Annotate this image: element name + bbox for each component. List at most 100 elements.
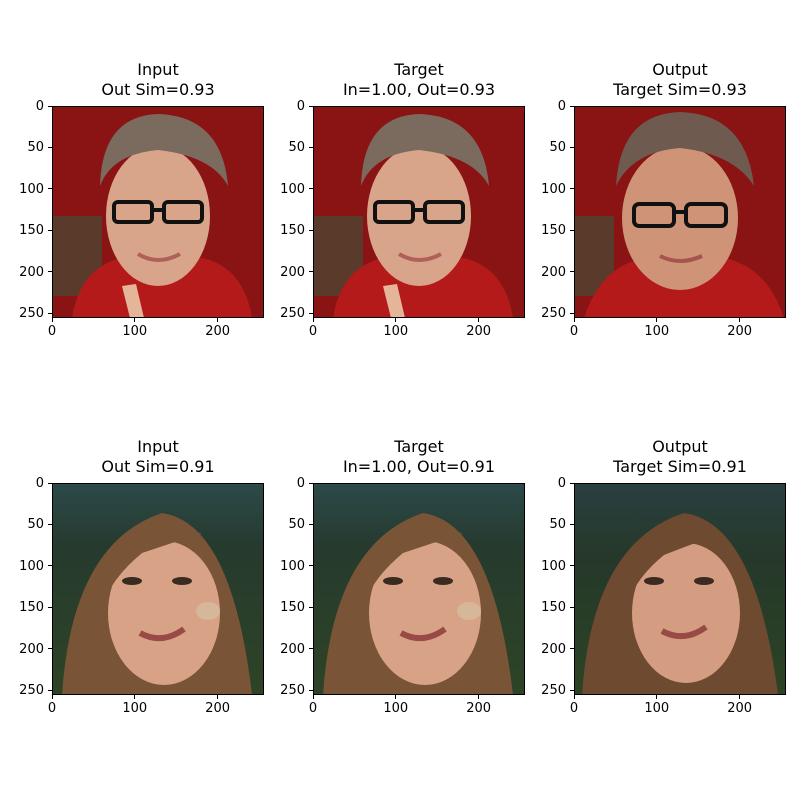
title-line-1: Output xyxy=(652,437,708,456)
x-tick-label: 200 xyxy=(466,701,492,716)
y-tick-label: 0 xyxy=(557,99,566,114)
y-tick-mark xyxy=(309,482,313,484)
x-tick-label: 100 xyxy=(644,324,670,339)
y-tick-mark xyxy=(570,271,574,273)
y-tick-label: 0 xyxy=(557,476,566,491)
y-tick-label: 50 xyxy=(288,517,305,533)
x-tick-label: 200 xyxy=(205,701,231,716)
title-line-1: Output xyxy=(652,60,708,79)
y-tick-label: 250 xyxy=(280,683,305,699)
title-line-1: Input xyxy=(137,437,179,456)
y-tick-mark xyxy=(570,105,574,107)
title-line-2: Out Sim=0.93 xyxy=(101,80,215,99)
title-line-1: Target xyxy=(394,60,444,79)
y-tick-mark xyxy=(570,606,574,608)
y-tick-label: 50 xyxy=(27,140,44,156)
face-image xyxy=(313,106,525,318)
y-tick-mark xyxy=(48,312,52,314)
y-tick-mark xyxy=(570,689,574,691)
y-tick-mark xyxy=(48,689,52,691)
y-tick-mark xyxy=(48,482,52,484)
x-tick-label: 0 xyxy=(308,701,318,716)
y-tick-label: 250 xyxy=(280,306,305,322)
y-tick-mark xyxy=(309,523,313,525)
x-tick-mark xyxy=(51,318,53,322)
y-tick-label: 250 xyxy=(19,306,44,322)
y-tick-label: 100 xyxy=(280,181,305,197)
x-tick-label: 0 xyxy=(47,324,57,339)
y-tick-label: 200 xyxy=(280,641,305,657)
x-tick-mark xyxy=(395,695,397,699)
face-image xyxy=(574,483,786,695)
panel-title: Input Out Sim=0.91 xyxy=(12,437,304,477)
y-tick-label: 150 xyxy=(541,223,566,239)
y-tick-mark xyxy=(570,565,574,567)
x-tick-label: 200 xyxy=(466,324,492,339)
y-tick-label: 100 xyxy=(280,558,305,574)
y-tick-mark xyxy=(309,105,313,107)
y-tick-label: 0 xyxy=(35,476,44,491)
x-tick-label: 200 xyxy=(727,324,753,339)
x-tick-label: 0 xyxy=(569,324,579,339)
y-tick-label: 50 xyxy=(549,140,566,156)
y-tick-mark xyxy=(570,482,574,484)
title-line-1: Target xyxy=(394,437,444,456)
panel-target-row2: Target In=1.00, Out=0.91 xyxy=(313,437,525,695)
y-tick-mark xyxy=(570,146,574,148)
y-tick-mark xyxy=(309,271,313,273)
y-tick-mark xyxy=(48,271,52,273)
y-tick-mark xyxy=(48,606,52,608)
panel-title: Target In=1.00, Out=0.91 xyxy=(273,437,565,477)
y-tick-label: 200 xyxy=(541,264,566,280)
title-line-2: Target Sim=0.91 xyxy=(613,457,747,476)
y-tick-mark xyxy=(570,188,574,190)
y-tick-label: 200 xyxy=(541,641,566,657)
title-line-2: Target Sim=0.93 xyxy=(613,80,747,99)
y-tick-label: 200 xyxy=(19,641,44,657)
x-tick-mark xyxy=(51,695,53,699)
x-tick-mark xyxy=(312,318,314,322)
y-tick-label: 100 xyxy=(19,558,44,574)
y-tick-label: 0 xyxy=(35,99,44,114)
y-tick-label: 100 xyxy=(19,181,44,197)
face-image xyxy=(52,106,264,318)
y-tick-label: 150 xyxy=(541,600,566,616)
y-tick-mark xyxy=(48,648,52,650)
x-tick-mark xyxy=(573,318,575,322)
y-tick-label: 0 xyxy=(296,476,305,491)
x-tick-mark xyxy=(395,318,397,322)
y-tick-label: 200 xyxy=(280,264,305,280)
x-tick-label: 0 xyxy=(308,324,318,339)
y-tick-mark xyxy=(570,648,574,650)
x-tick-mark xyxy=(217,695,219,699)
x-tick-mark xyxy=(134,695,136,699)
x-tick-mark xyxy=(573,695,575,699)
y-tick-label: 150 xyxy=(19,223,44,239)
y-tick-mark xyxy=(570,312,574,314)
y-tick-mark xyxy=(309,648,313,650)
panel-title: Output Target Sim=0.93 xyxy=(534,60,800,100)
x-tick-mark xyxy=(656,695,658,699)
x-tick-label: 100 xyxy=(383,324,409,339)
y-tick-label: 100 xyxy=(541,181,566,197)
x-tick-mark xyxy=(217,318,219,322)
x-tick-mark xyxy=(739,695,741,699)
panel-output-row2: Output Target Sim=0.91 xyxy=(574,437,786,695)
title-line-1: Input xyxy=(137,60,179,79)
panel-title: Input Out Sim=0.93 xyxy=(12,60,304,100)
x-tick-mark xyxy=(656,318,658,322)
y-tick-label: 50 xyxy=(288,140,305,156)
x-tick-mark xyxy=(478,695,480,699)
y-tick-label: 250 xyxy=(541,306,566,322)
y-tick-label: 50 xyxy=(27,517,44,533)
panel-title: Target In=1.00, Out=0.93 xyxy=(273,60,565,100)
x-tick-label: 200 xyxy=(727,701,753,716)
y-tick-label: 0 xyxy=(296,99,305,114)
y-tick-label: 150 xyxy=(19,600,44,616)
x-tick-mark xyxy=(134,318,136,322)
title-line-2: In=1.00, Out=0.91 xyxy=(342,457,496,476)
y-tick-label: 150 xyxy=(280,600,305,616)
y-tick-label: 150 xyxy=(280,223,305,239)
x-tick-mark xyxy=(739,318,741,322)
y-tick-label: 250 xyxy=(541,683,566,699)
